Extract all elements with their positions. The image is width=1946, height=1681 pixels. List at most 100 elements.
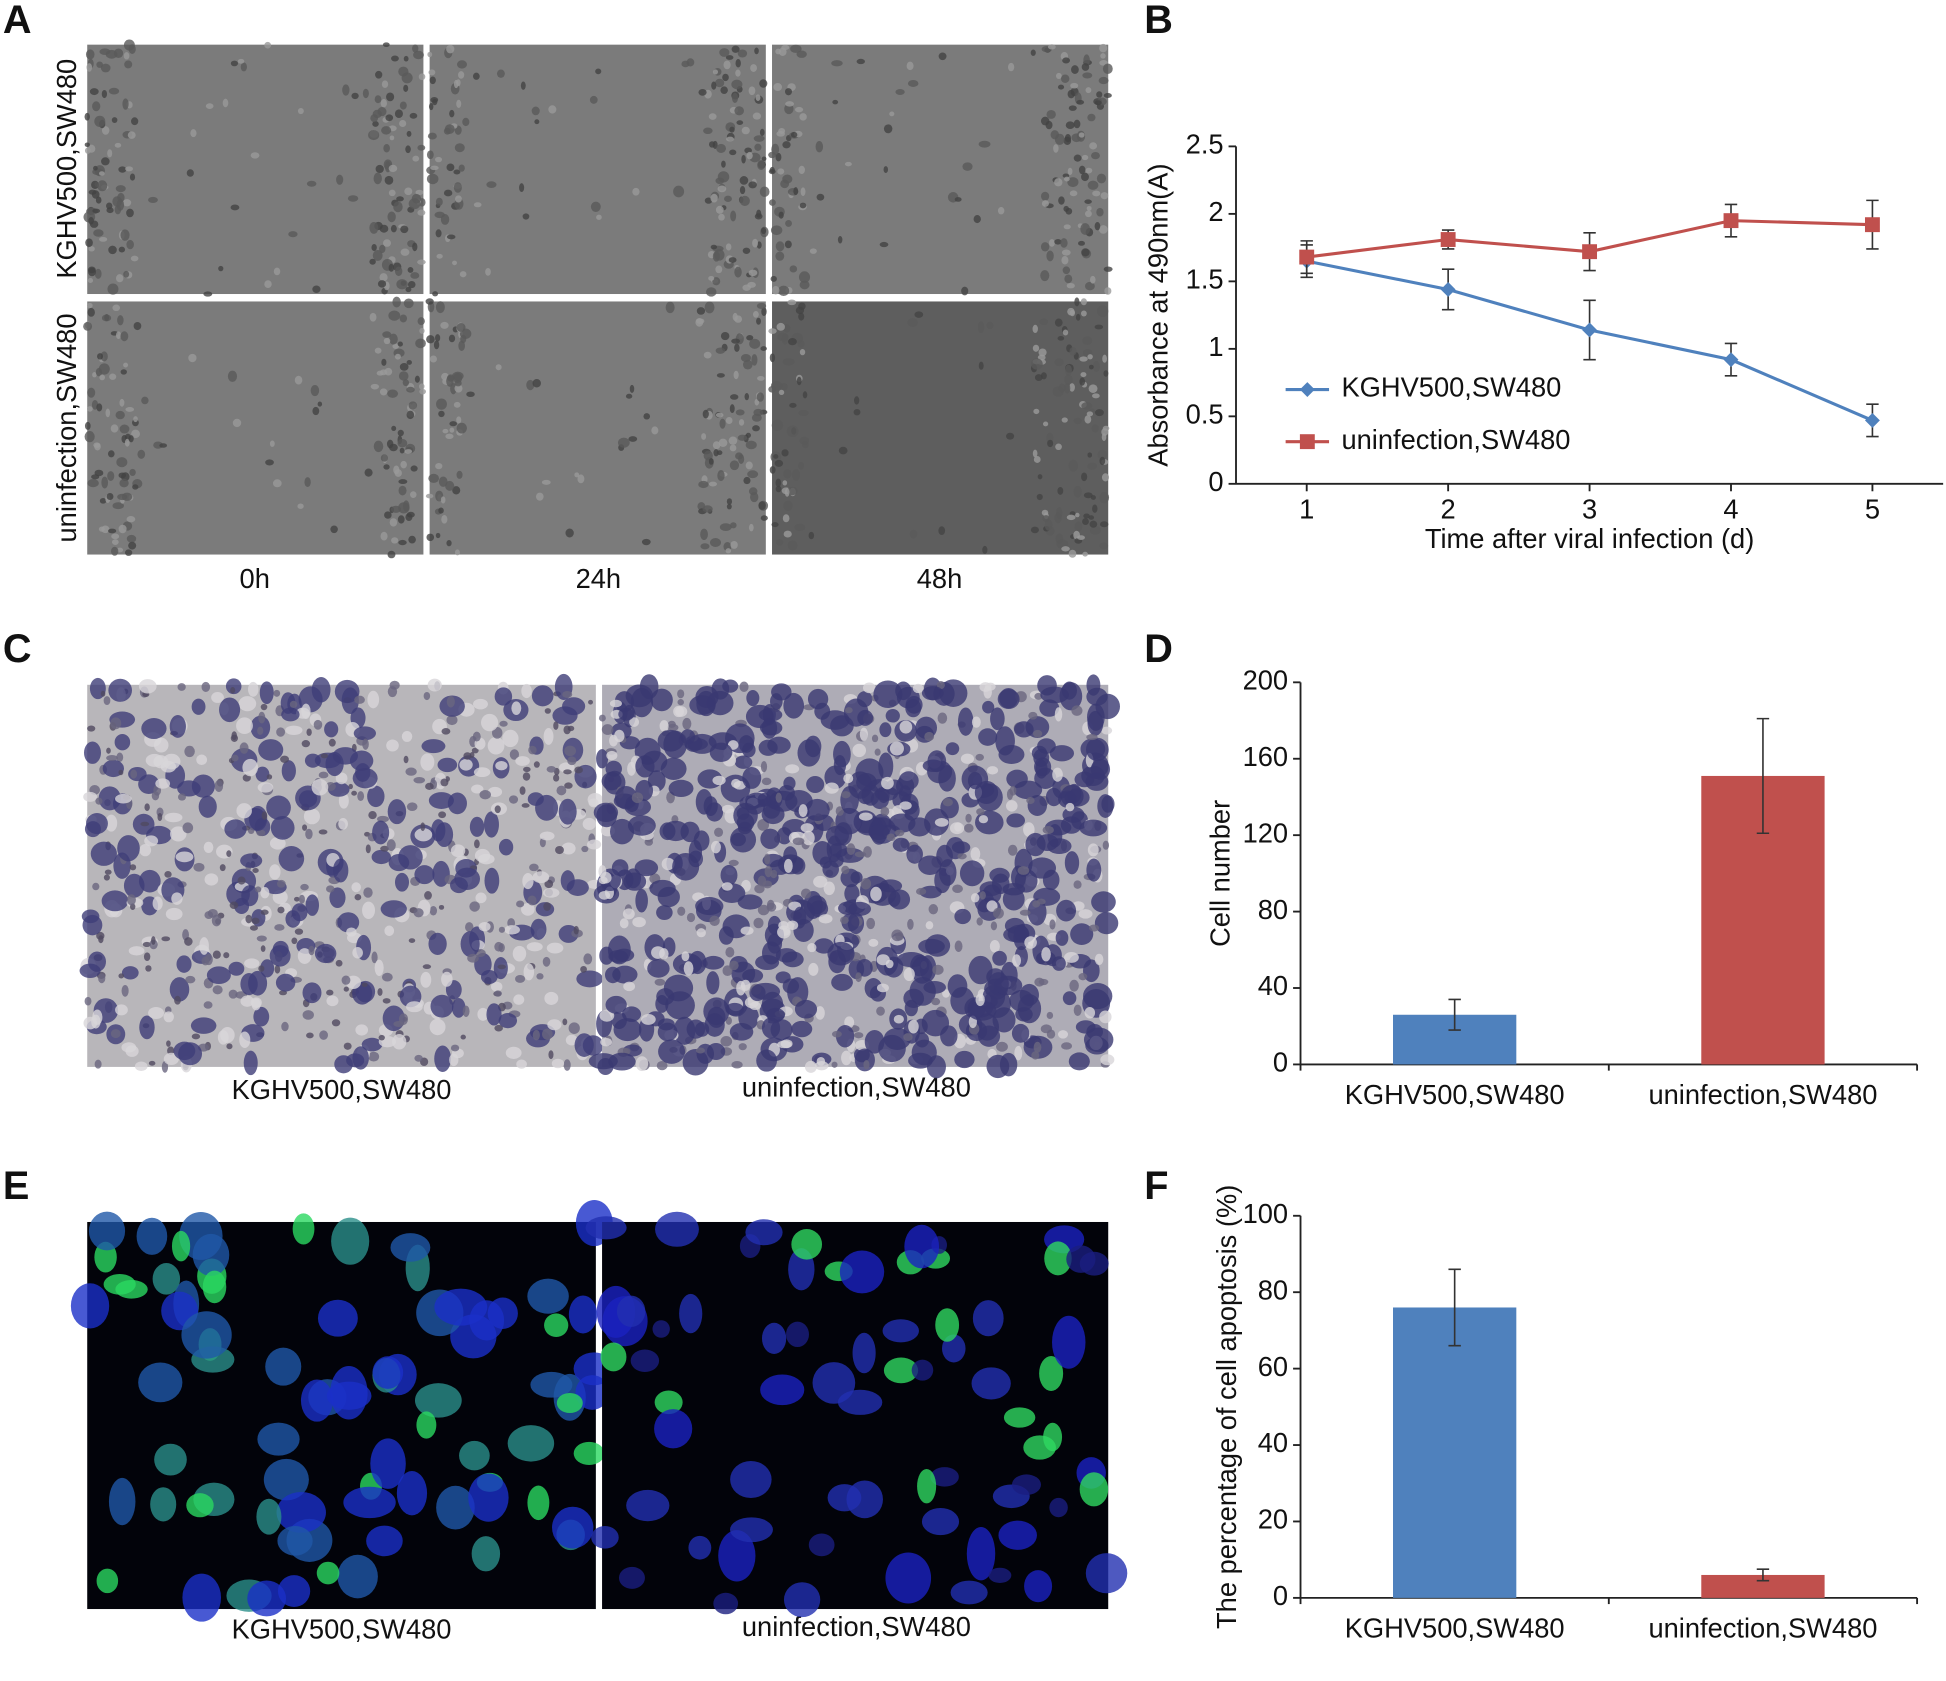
cell — [383, 464, 390, 470]
x-axis-label: Time after viral infection (d) — [1425, 523, 1755, 554]
cell — [403, 755, 409, 764]
cell — [306, 180, 317, 187]
cell — [1014, 721, 1034, 738]
cell — [730, 826, 757, 853]
cell — [190, 129, 197, 138]
cell — [473, 698, 488, 710]
cell — [794, 523, 806, 531]
cell — [362, 901, 376, 920]
cell — [379, 244, 386, 254]
cell — [454, 379, 462, 387]
cell — [101, 890, 129, 912]
cell — [239, 1031, 251, 1048]
cell — [137, 449, 146, 459]
cell — [462, 117, 470, 127]
cell — [721, 160, 726, 168]
cell — [260, 945, 266, 952]
cell — [883, 1357, 919, 1384]
cell — [138, 1362, 183, 1403]
cell — [240, 853, 263, 868]
cell — [744, 393, 750, 401]
cell — [1043, 1422, 1063, 1452]
cell — [643, 413, 651, 420]
cell — [405, 513, 413, 521]
cell — [396, 279, 408, 290]
cell — [768, 328, 777, 334]
cell — [232, 418, 242, 428]
y-tick-label: 1 — [1208, 331, 1223, 362]
cell — [1073, 880, 1082, 889]
cell — [397, 515, 405, 524]
cell — [118, 472, 127, 479]
cell — [761, 1322, 787, 1354]
cell — [556, 785, 567, 796]
cell — [442, 428, 449, 434]
cell — [438, 410, 445, 418]
cell — [679, 1293, 703, 1334]
cell — [898, 771, 919, 790]
cell — [110, 1029, 121, 1039]
cell — [432, 291, 439, 297]
cell — [152, 1263, 181, 1295]
cell — [248, 805, 268, 831]
cell — [182, 1573, 222, 1622]
cell — [352, 947, 363, 959]
cell — [434, 1045, 452, 1072]
cell — [752, 425, 760, 432]
cell — [739, 186, 746, 195]
cell — [334, 679, 360, 704]
cell — [1076, 99, 1085, 105]
legend-marker — [1299, 382, 1315, 397]
cell — [673, 185, 685, 198]
cell — [776, 539, 784, 546]
cell — [736, 120, 744, 125]
cell — [452, 486, 461, 495]
cell — [589, 95, 598, 104]
cell — [588, 798, 599, 808]
cell — [90, 841, 117, 866]
y-tick-label: 200 — [1243, 665, 1289, 696]
cell — [505, 1046, 522, 1059]
cell — [629, 384, 635, 393]
cell — [542, 887, 560, 898]
cell — [108, 678, 133, 702]
cell — [1081, 472, 1088, 482]
cell — [870, 886, 882, 902]
cell — [857, 709, 874, 726]
cell — [567, 756, 577, 766]
cell — [121, 966, 139, 980]
cell — [889, 111, 895, 117]
cell — [804, 798, 830, 821]
cell — [702, 409, 709, 419]
cell — [274, 965, 281, 974]
cell — [639, 674, 659, 700]
cell — [494, 1024, 503, 1032]
cell — [108, 1477, 136, 1526]
cell — [651, 426, 659, 435]
cell — [730, 394, 739, 400]
cell — [474, 839, 480, 849]
cell — [186, 169, 194, 177]
cell — [760, 828, 781, 849]
cell — [1089, 520, 1098, 528]
cell — [277, 1526, 313, 1556]
cell — [1003, 1407, 1036, 1428]
cell — [124, 549, 133, 556]
cell — [770, 869, 778, 879]
cell — [740, 926, 754, 935]
y-tick-label: 0 — [1273, 1047, 1288, 1078]
cell — [151, 936, 156, 945]
cell — [416, 1411, 437, 1439]
cell — [785, 764, 800, 774]
cell — [445, 433, 454, 440]
cell — [393, 1020, 404, 1027]
cell — [94, 115, 106, 128]
cell — [288, 231, 298, 238]
cell — [521, 683, 532, 699]
cell — [907, 79, 919, 87]
cell — [683, 961, 694, 976]
cell — [1073, 417, 1082, 425]
y-axis-label: Cell number — [1205, 800, 1236, 947]
cell — [297, 503, 304, 509]
cell — [99, 374, 105, 381]
